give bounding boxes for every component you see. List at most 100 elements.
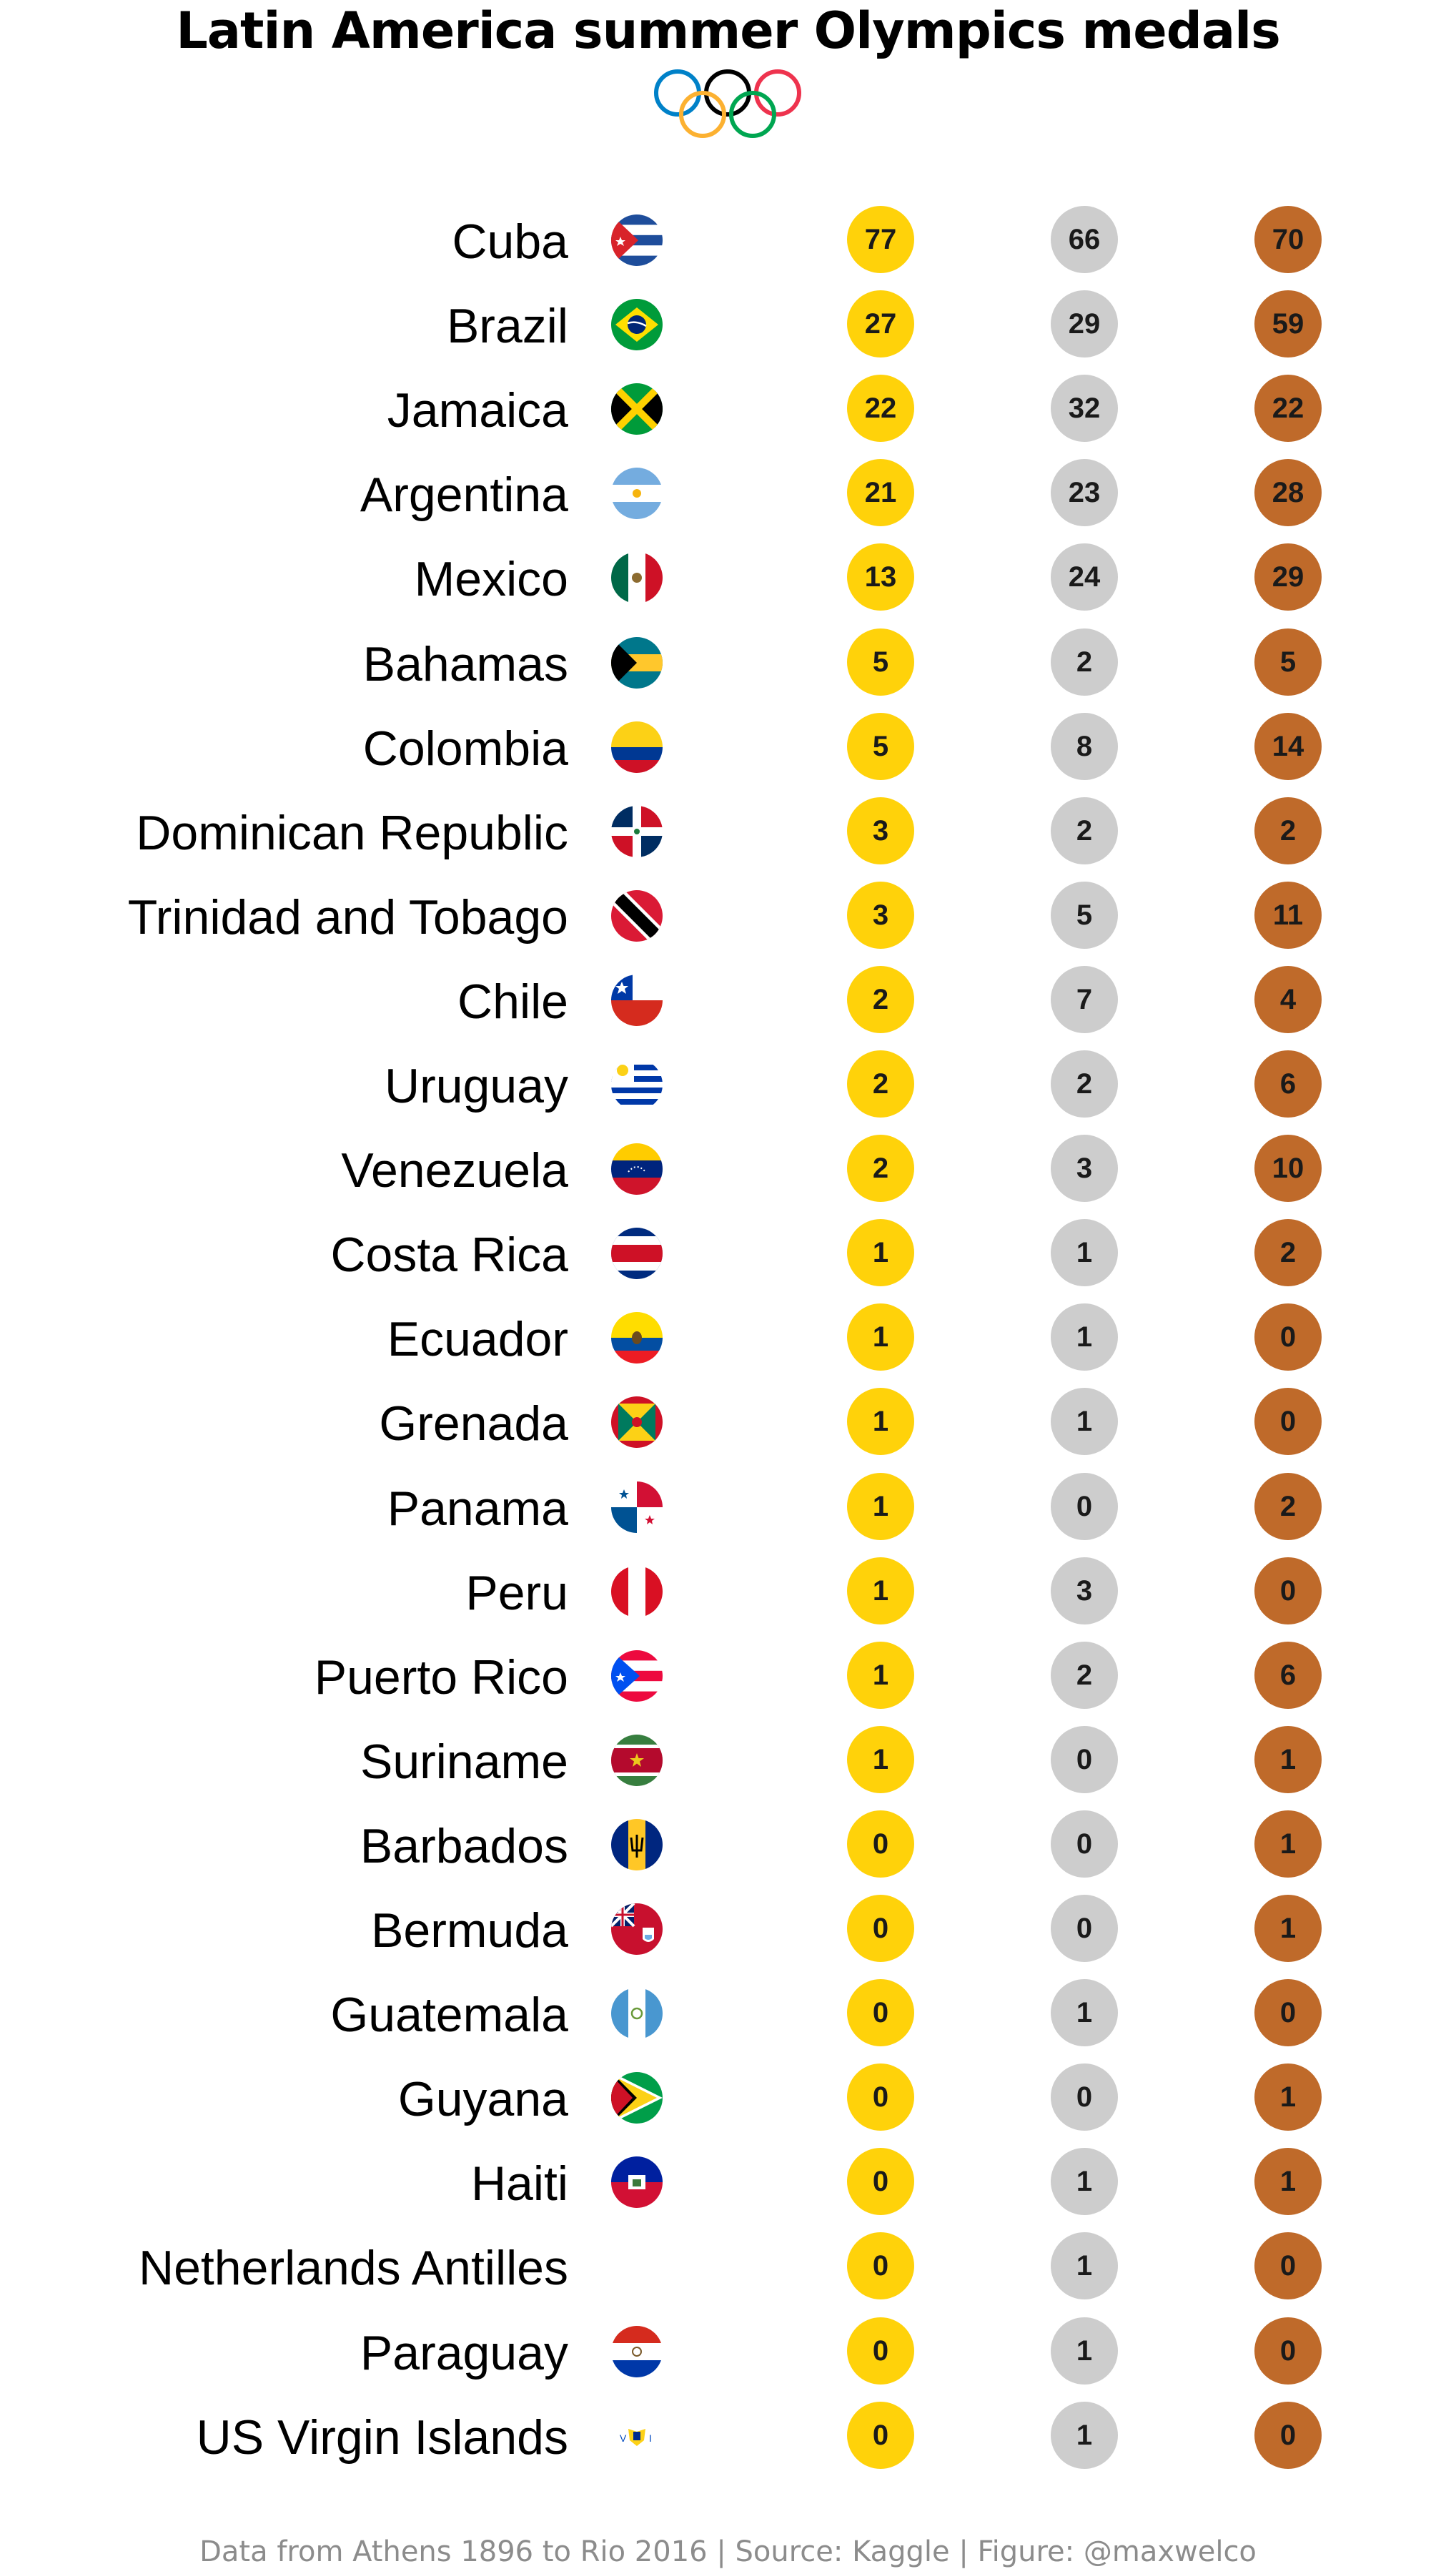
bronze-medal-count: 1	[1254, 1895, 1322, 1962]
gold-medal-count: 0	[847, 1810, 914, 1878]
gold-medal-count: 2	[847, 1135, 914, 1203]
table-row: Suriname 1 0 1	[0, 1717, 1456, 1802]
bronze-medal-count: 14	[1254, 712, 1322, 780]
country-label: Suriname	[360, 1734, 568, 1789]
gold-medal-count: 1	[847, 1303, 914, 1371]
table-row: Bermuda 0 0 1	[0, 1886, 1456, 1971]
olympic-rings-icon	[654, 69, 801, 138]
country-label: Panama	[387, 1481, 568, 1536]
table-row: Jamaica 22 32 22	[0, 366, 1456, 450]
silver-medal-count: 7	[1051, 965, 1118, 1033]
silver-medal-count: 1	[1051, 2317, 1118, 2385]
chart-title: Latin America summer Olympics medals	[176, 1, 1281, 60]
silver-medal-count: 1	[1051, 2401, 1118, 2469]
country-label: Ecuador	[387, 1312, 568, 1367]
country-label: Guatemala	[330, 1988, 568, 2043]
costa-rica-flag-icon	[611, 1228, 663, 1280]
silver-medal-count: 24	[1051, 543, 1118, 611]
country-label: Guyana	[397, 2072, 568, 2127]
bahamas-flag-icon	[611, 636, 663, 689]
silver-medal-count: 66	[1051, 206, 1118, 273]
bronze-medal-count: 6	[1254, 1641, 1322, 1709]
gold-medal-count: 1	[847, 1725, 914, 1793]
bronze-medal-count: 1	[1254, 1725, 1322, 1793]
bronze-medal-count: 5	[1254, 628, 1322, 696]
table-row: Barbados 0 0 1	[0, 1802, 1456, 1886]
table-row: Argentina 21 23 28	[0, 450, 1456, 535]
table-row: US Virgin Islands V I 0 1 0	[0, 2393, 1456, 2477]
chile-flag-icon	[611, 974, 663, 1026]
table-row: Uruguay 2 2 6	[0, 1042, 1456, 1126]
silver-medal-count: 2	[1051, 1050, 1118, 1118]
bronze-medal-count: 1	[1254, 1810, 1322, 1878]
argentina-flag-icon	[611, 468, 663, 520]
bronze-medal-count: 28	[1254, 459, 1322, 527]
bronze-medal-count: 70	[1254, 206, 1322, 273]
table-row: Guyana 0 0 1	[0, 2055, 1456, 2139]
gold-medal-count: 0	[847, 2317, 914, 2385]
silver-medal-count: 29	[1051, 290, 1118, 358]
gold-medal-count: 13	[847, 543, 914, 611]
guatemala-flag-icon	[611, 1988, 663, 2040]
gold-medal-count: 2	[847, 1050, 914, 1118]
gold-medal-count: 0	[847, 2401, 914, 2469]
silver-medal-count: 23	[1051, 459, 1118, 527]
venezuela-flag-icon	[611, 1143, 663, 1195]
silver-medal-count: 1	[1051, 1388, 1118, 1456]
silver-medal-count: 8	[1051, 712, 1118, 780]
suriname-flag-icon	[611, 1734, 663, 1786]
country-label: Netherlands Antilles	[138, 2241, 568, 2296]
gold-medal-count: 5	[847, 628, 914, 696]
country-label: Cuba	[452, 214, 568, 269]
gold-medal-count: 22	[847, 375, 914, 443]
gold-medal-count: 3	[847, 881, 914, 949]
gold-medal-count: 5	[847, 712, 914, 780]
country-label: Peru	[465, 1565, 568, 1620]
gold-medal-count: 1	[847, 1388, 914, 1456]
country-label: Bahamas	[362, 636, 568, 691]
country-label: Haiti	[470, 2156, 568, 2211]
bronze-medal-count: 0	[1254, 1979, 1322, 2047]
silver-medal-count: 1	[1051, 2148, 1118, 2216]
guyana-flag-icon	[611, 2072, 663, 2124]
table-row: Venezuela 2 3 10	[0, 1126, 1456, 1210]
table-row: Trinidad and Tobago 3 5 11	[0, 873, 1456, 957]
country-label: Paraguay	[360, 2325, 568, 2380]
gold-medal-count: 21	[847, 459, 914, 527]
country-label: Grenada	[379, 1396, 568, 1451]
ecuador-flag-icon	[611, 1312, 663, 1364]
bronze-medal-count: 0	[1254, 1303, 1322, 1371]
country-label: Dominican Republic	[136, 805, 568, 860]
country-label: Puerto Rico	[314, 1650, 568, 1705]
colombia-flag-icon	[611, 721, 663, 773]
silver-medal-count: 1	[1051, 1219, 1118, 1287]
gold-medal-count: 0	[847, 2063, 914, 2131]
silver-medal-count: 0	[1051, 1725, 1118, 1793]
puerto-rico-flag-icon	[611, 1650, 663, 1702]
table-row: Cuba 77 66 70	[0, 197, 1456, 282]
silver-medal-count: 3	[1051, 1135, 1118, 1203]
country-label: Argentina	[360, 468, 568, 523]
bronze-medal-count: 1	[1254, 2063, 1322, 2131]
country-label: Barbados	[360, 1818, 568, 1873]
cuba-flag-icon	[611, 214, 663, 266]
silver-medal-count: 3	[1051, 1557, 1118, 1624]
table-row: Puerto Rico 1 2 6	[0, 1633, 1456, 1717]
uruguay-flag-icon	[611, 1059, 663, 1110]
bronze-medal-count: 29	[1254, 543, 1322, 611]
country-label: Trinidad and Tobago	[127, 889, 568, 945]
bronze-medal-count: 10	[1254, 1135, 1322, 1203]
silver-medal-count: 2	[1051, 628, 1118, 696]
gold-medal-count: 27	[847, 290, 914, 358]
table-row: Mexico 13 24 29	[0, 535, 1456, 619]
table-row: Costa Rica 1 1 2	[0, 1210, 1456, 1295]
gold-medal-count: 2	[847, 965, 914, 1033]
trinidad-and-tobago-flag-icon	[611, 889, 663, 942]
country-label: Uruguay	[384, 1059, 568, 1113]
table-row: Grenada 1 1 0	[0, 1379, 1456, 1464]
brazil-flag-icon	[611, 299, 663, 351]
bronze-medal-count: 0	[1254, 2232, 1322, 2300]
jamaica-flag-icon	[611, 383, 663, 435]
silver-medal-count: 1	[1051, 1979, 1118, 2047]
